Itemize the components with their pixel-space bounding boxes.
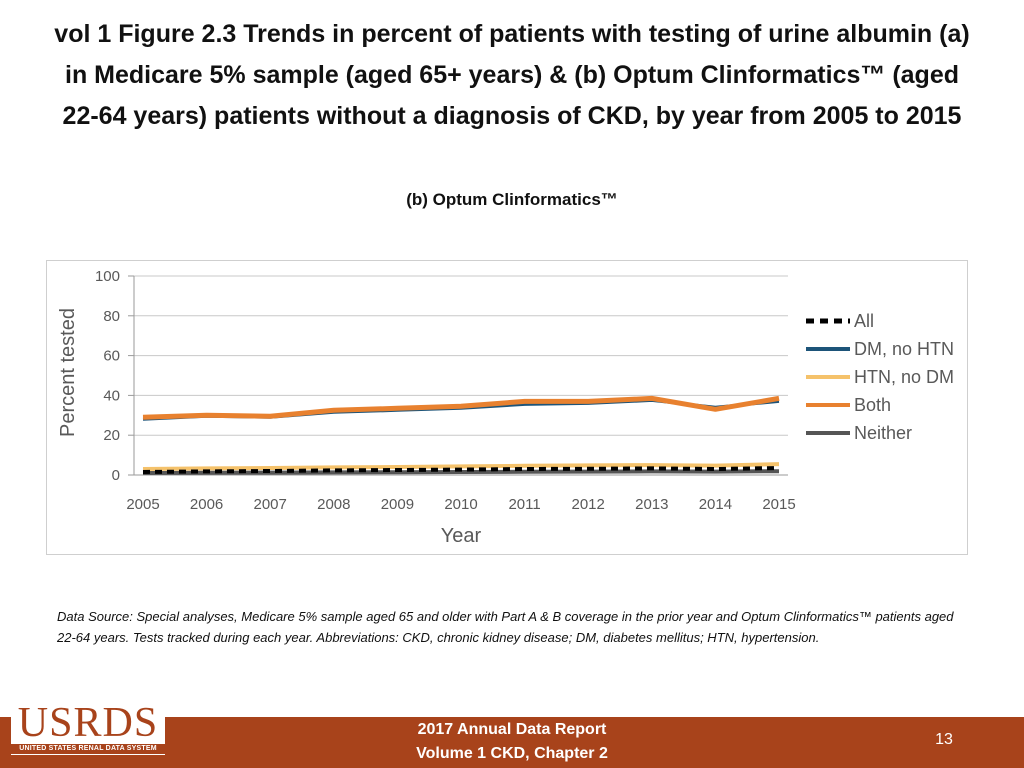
report-line-2: Volume 1 CKD, Chapter 2 xyxy=(416,745,608,762)
x-tick-label: 2011 xyxy=(508,496,540,513)
x-tick-label: 2014 xyxy=(699,496,732,513)
y-tick-label: 60 xyxy=(103,348,120,365)
x-tick-label: 2015 xyxy=(762,496,795,513)
logo-subtext: UNITED STATES RENAL DATA SYSTEM xyxy=(11,744,165,754)
series-line-neither xyxy=(142,469,780,475)
usrds-logo: USRDS UNITED STATES RENAL DATA SYSTEM xyxy=(11,700,165,755)
report-line-1: 2017 Annual Data Report xyxy=(417,721,607,738)
data-source-footnote: Data Source: Special analyses, Medicare … xyxy=(57,609,954,645)
x-tick-label: 2007 xyxy=(254,496,287,513)
series-line-htn-no-dm xyxy=(142,462,780,471)
y-tick-label: 40 xyxy=(103,387,120,404)
legend-label: Neither xyxy=(854,423,912,443)
legend-label: HTN, no DM xyxy=(854,367,954,387)
footer-bar xyxy=(0,717,1024,768)
legend-label: Both xyxy=(854,395,891,415)
series-line-all xyxy=(142,466,780,474)
x-axis-label: Year xyxy=(441,525,482,547)
x-tick-label: 2009 xyxy=(381,496,414,513)
chart-subtitle: (b) Optum Clinformatics™ xyxy=(406,190,618,209)
legend-label: DM, no HTN xyxy=(854,339,954,359)
x-tick-label: 2013 xyxy=(635,496,668,513)
x-tick-label: 2008 xyxy=(317,496,350,513)
y-axis-label: Percent tested xyxy=(57,308,79,437)
chart-frame: 0 20 40 60 80 100 2005 2006 2007 2008 2009 2010 2011… xyxy=(46,260,968,555)
y-tick-label: 0 xyxy=(112,467,120,484)
y-tick-label: 80 xyxy=(103,308,120,325)
x-tick-label: 2006 xyxy=(190,496,223,513)
slide-title: vol 1 Figure 2.3 Trends in percent of pa… xyxy=(0,14,1024,137)
x-tick-label: 2010 xyxy=(444,496,477,513)
legend-label: All xyxy=(854,311,874,331)
y-tick-label: 20 xyxy=(103,427,120,444)
y-tick-label: 100 xyxy=(95,268,120,285)
title-line-2: in Medicare 5% sample (aged 65+ years) &… xyxy=(65,61,959,89)
line-chart: 0 20 40 60 80 100 2005 2006 2007 2008 2009 2010 2011… xyxy=(57,268,954,547)
x-tick-label: 2012 xyxy=(572,496,605,513)
title-line-1: vol 1 Figure 2.3 Trends in percent of pa… xyxy=(54,20,970,48)
logo-wordmark: USRDS xyxy=(17,700,159,746)
report-info: 2017 Annual Data Report Volume 1 CKD, Ch… xyxy=(340,718,684,766)
page-number: 13 xyxy=(935,731,953,748)
title-line-3: 22-64 years) patients without a diagnosi… xyxy=(62,102,962,130)
series-line-both xyxy=(142,395,780,420)
x-tick-label: 2005 xyxy=(126,496,159,513)
